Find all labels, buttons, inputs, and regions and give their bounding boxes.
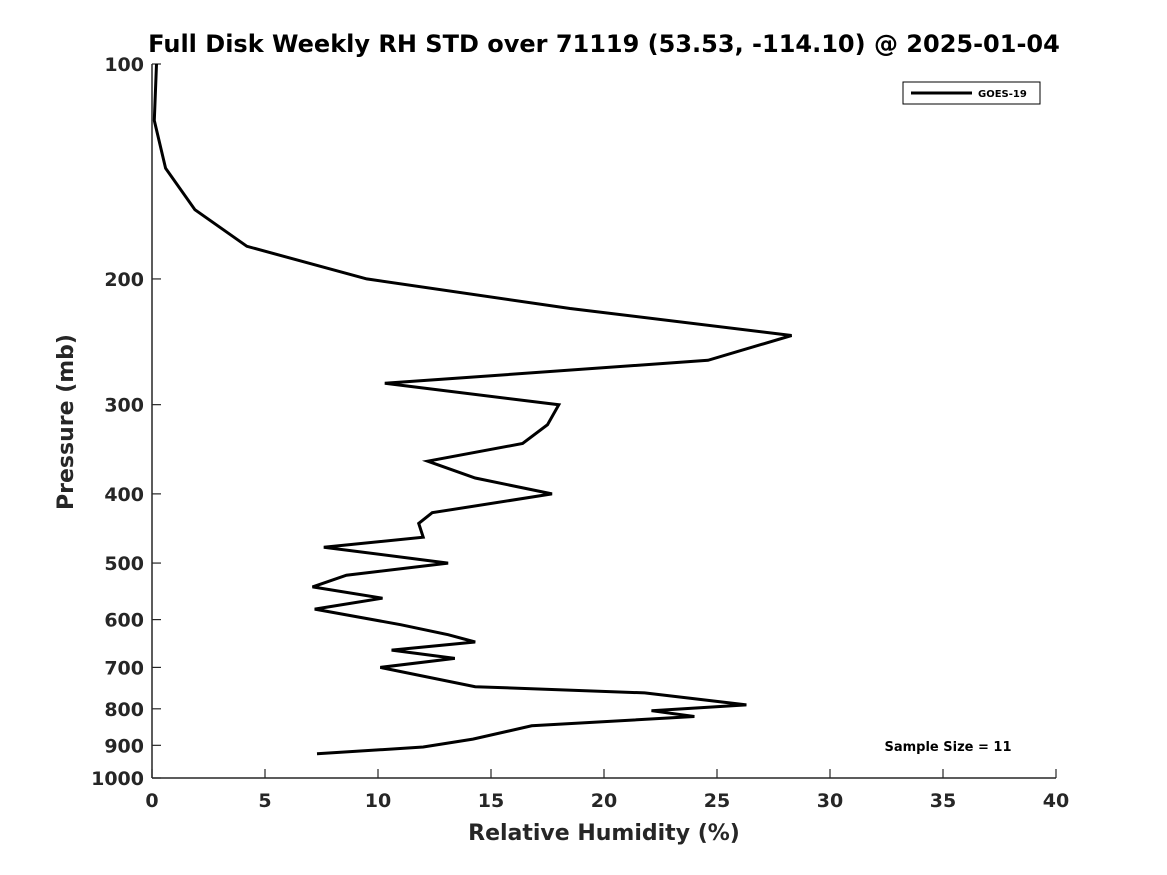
- x-tick-label: 20: [591, 790, 617, 812]
- y-tick-label: 100: [104, 54, 144, 76]
- y-tick-label: 700: [104, 657, 144, 679]
- y-tick-label: 1000: [91, 768, 144, 790]
- legend: GOES-19: [902, 81, 1041, 105]
- series-line-goes-19: [152, 63, 793, 756]
- chart-title: Full Disk Weekly RH STD over 71119 (53.5…: [148, 30, 1060, 58]
- y-tick-label: 300: [104, 395, 144, 417]
- legend-label-goes-19: GOES-19: [978, 89, 1027, 100]
- x-tick-label: 35: [930, 790, 956, 812]
- x-tick-label: 15: [478, 790, 504, 812]
- axes: [151, 64, 1056, 779]
- ticks: 0 5 10 15 20 25 30 35 40 100 200 300 400 500 600 700 800…: [91, 54, 1069, 812]
- x-tick-label: 0: [145, 790, 158, 812]
- y-axis-label: Pressure (mb): [54, 334, 79, 510]
- y-tick-label: 600: [104, 610, 144, 632]
- y-tick-label: 200: [104, 269, 144, 291]
- x-axis-label: Relative Humidity (%): [468, 821, 740, 846]
- y-tick-label: 400: [104, 484, 144, 506]
- x-tick-label: 25: [704, 790, 730, 812]
- y-tick-label: 500: [104, 553, 144, 575]
- x-tick-label: 30: [817, 790, 843, 812]
- x-tick-label: 40: [1043, 790, 1069, 812]
- sample-size-annotation: Sample Size = 11: [884, 740, 1011, 755]
- x-tick-label: 10: [365, 790, 391, 812]
- x-tick-label: 5: [258, 790, 271, 812]
- y-tick-label: 800: [104, 699, 144, 721]
- y-tick-label: 900: [104, 735, 144, 757]
